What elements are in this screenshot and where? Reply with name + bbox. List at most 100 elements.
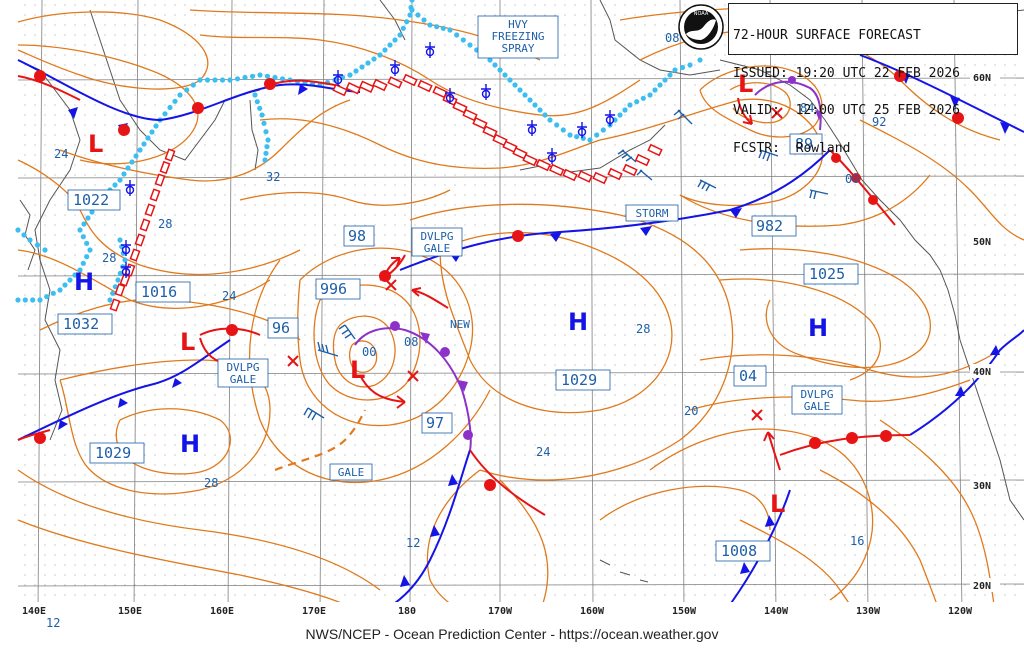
ice-edge-dot: [365, 60, 371, 66]
developing-gale-warning: DVLPG GALE: [411, 227, 463, 257]
dot-grid: [18, 0, 1024, 612]
svg-text:982: 982: [756, 217, 783, 235]
svg-text:30N: 30N: [973, 481, 991, 492]
ice-edge-dot: [112, 182, 118, 188]
ice-edge-dot: [149, 129, 155, 135]
svg-text:98: 98: [348, 227, 366, 245]
ice-edge-dot: [587, 137, 593, 143]
longitude-labels: 140E 150E 160E 170E 180 170W 160W 150W 1…: [18, 602, 1024, 617]
svg-text:12: 12: [406, 536, 420, 550]
ice-boundary-mark: [332, 83, 348, 97]
freezing-spray-symbol: [481, 84, 491, 100]
ice-edge-dot: [50, 290, 56, 296]
ice-edge-dot: [415, 12, 421, 18]
svg-text:20: 20: [684, 404, 698, 418]
ice-edge-dot: [133, 153, 139, 159]
ice-boundary-mark: [372, 78, 388, 92]
ice-edge-dot: [640, 95, 646, 101]
ice-boundary-mark: [535, 158, 552, 172]
svg-text:996: 996: [320, 280, 347, 298]
ice-edge-dot: [67, 277, 73, 283]
ice-edge-dot: [492, 62, 498, 68]
ice-edge-dot: [662, 77, 668, 83]
pressure-box: 1016: [135, 281, 191, 303]
ice-edge-dot: [517, 87, 523, 93]
ice-edge-dot: [263, 129, 269, 135]
ice-edge-dot: [15, 297, 21, 303]
svg-text:1029: 1029: [95, 444, 131, 462]
isobar-values: 24 28 28 32 24 00 08 08 28 24 12 28 20 1…: [46, 31, 886, 630]
low-position-markers: [287, 107, 783, 421]
svg-text:170E: 170E: [302, 606, 326, 617]
svg-text:24: 24: [536, 445, 550, 459]
freezing-spray-symbol: [125, 180, 135, 196]
ice-edge-dot: [252, 92, 258, 98]
freezing-spray-symbol: [333, 70, 343, 86]
ice-edge-dot: [84, 254, 90, 260]
pressure-box: 1008: [715, 540, 771, 562]
ice-edge-dot: [594, 132, 600, 138]
ice-edge-dot: [359, 64, 365, 70]
pressure-box: 98: [343, 225, 375, 247]
ice-edge-dot: [85, 215, 91, 221]
ice-edge-dot: [427, 22, 433, 28]
ice-edge-dot: [264, 144, 270, 150]
svg-text:130W: 130W: [856, 606, 881, 617]
svg-text:00: 00: [362, 345, 376, 359]
ice-edge-dot: [80, 234, 86, 240]
ice-edge-dot: [634, 99, 640, 105]
svg-text:GALE: GALE: [338, 466, 365, 479]
ice-edge-dot: [167, 104, 173, 111]
svg-text:DVLPG: DVLPG: [226, 361, 259, 374]
ice-edge-dot: [184, 87, 190, 93]
svg-text:HVY: HVY: [508, 18, 528, 31]
ice-edge-dot: [84, 240, 90, 246]
heavy-freezing-spray-warning: HVY FREEZING SPRAY: [477, 15, 559, 59]
ice-edge-dot: [522, 92, 528, 98]
ice-edge: [15, 0, 703, 303]
ice-edge-dot: [279, 76, 286, 82]
svg-text:160W: 160W: [580, 606, 605, 617]
ice-edge-dot: [272, 74, 278, 81]
ice-edge-dot: [107, 297, 113, 303]
ice-edge-dot: [440, 25, 446, 31]
ice-edge-dot: [627, 102, 633, 108]
storm-warning: STORM: [625, 204, 679, 222]
svg-text:97: 97: [426, 414, 444, 432]
ice-edge-dot: [227, 77, 233, 83]
ice-boundary-mark: [417, 79, 433, 93]
svg-text:20N: 20N: [973, 581, 991, 592]
ice-edge-dot: [261, 120, 267, 126]
ice-edge-dot: [574, 134, 580, 140]
ice-edge-dot: [44, 294, 50, 300]
forecaster-name: Rowland: [795, 140, 851, 156]
svg-text:GALE: GALE: [230, 373, 257, 386]
freezing-spray-symbol: [121, 240, 131, 256]
ice-edge-dot: [434, 24, 440, 30]
valid-time: 12:00 UTC 25 FEB 2026: [795, 103, 960, 118]
svg-text:140E: 140E: [22, 606, 46, 617]
latitude-labels: 60N 50N 40N 30N 20N: [970, 70, 1000, 592]
ice-boundary-mark: [129, 248, 141, 262]
svg-text:28: 28: [158, 217, 172, 231]
ice-edge-dot: [129, 159, 135, 165]
wind-barbs: [303, 109, 829, 421]
x-marker: [407, 370, 419, 382]
high-symbols: H H H H: [74, 268, 828, 458]
ice-edge-dot: [117, 237, 123, 243]
svg-text:28: 28: [636, 322, 650, 336]
ice-edge-dot: [115, 277, 121, 283]
warning-labels: HVY FREEZING SPRAY STORM DVLPG GALE DVLP…: [217, 15, 843, 481]
ice-edge-dot: [265, 137, 271, 143]
ice-edge-dot: [153, 123, 159, 129]
ice-edge-dot: [512, 82, 518, 88]
ice-edge-dot: [259, 112, 265, 118]
svg-text:1029: 1029: [561, 371, 597, 389]
svg-text:04: 04: [739, 367, 757, 385]
svg-text:1032: 1032: [63, 315, 99, 333]
ice-edge-dot: [37, 297, 43, 303]
low-symbol: L: [770, 490, 785, 518]
ice-edge-dot: [647, 92, 653, 98]
ice-edge-dot: [57, 287, 63, 293]
